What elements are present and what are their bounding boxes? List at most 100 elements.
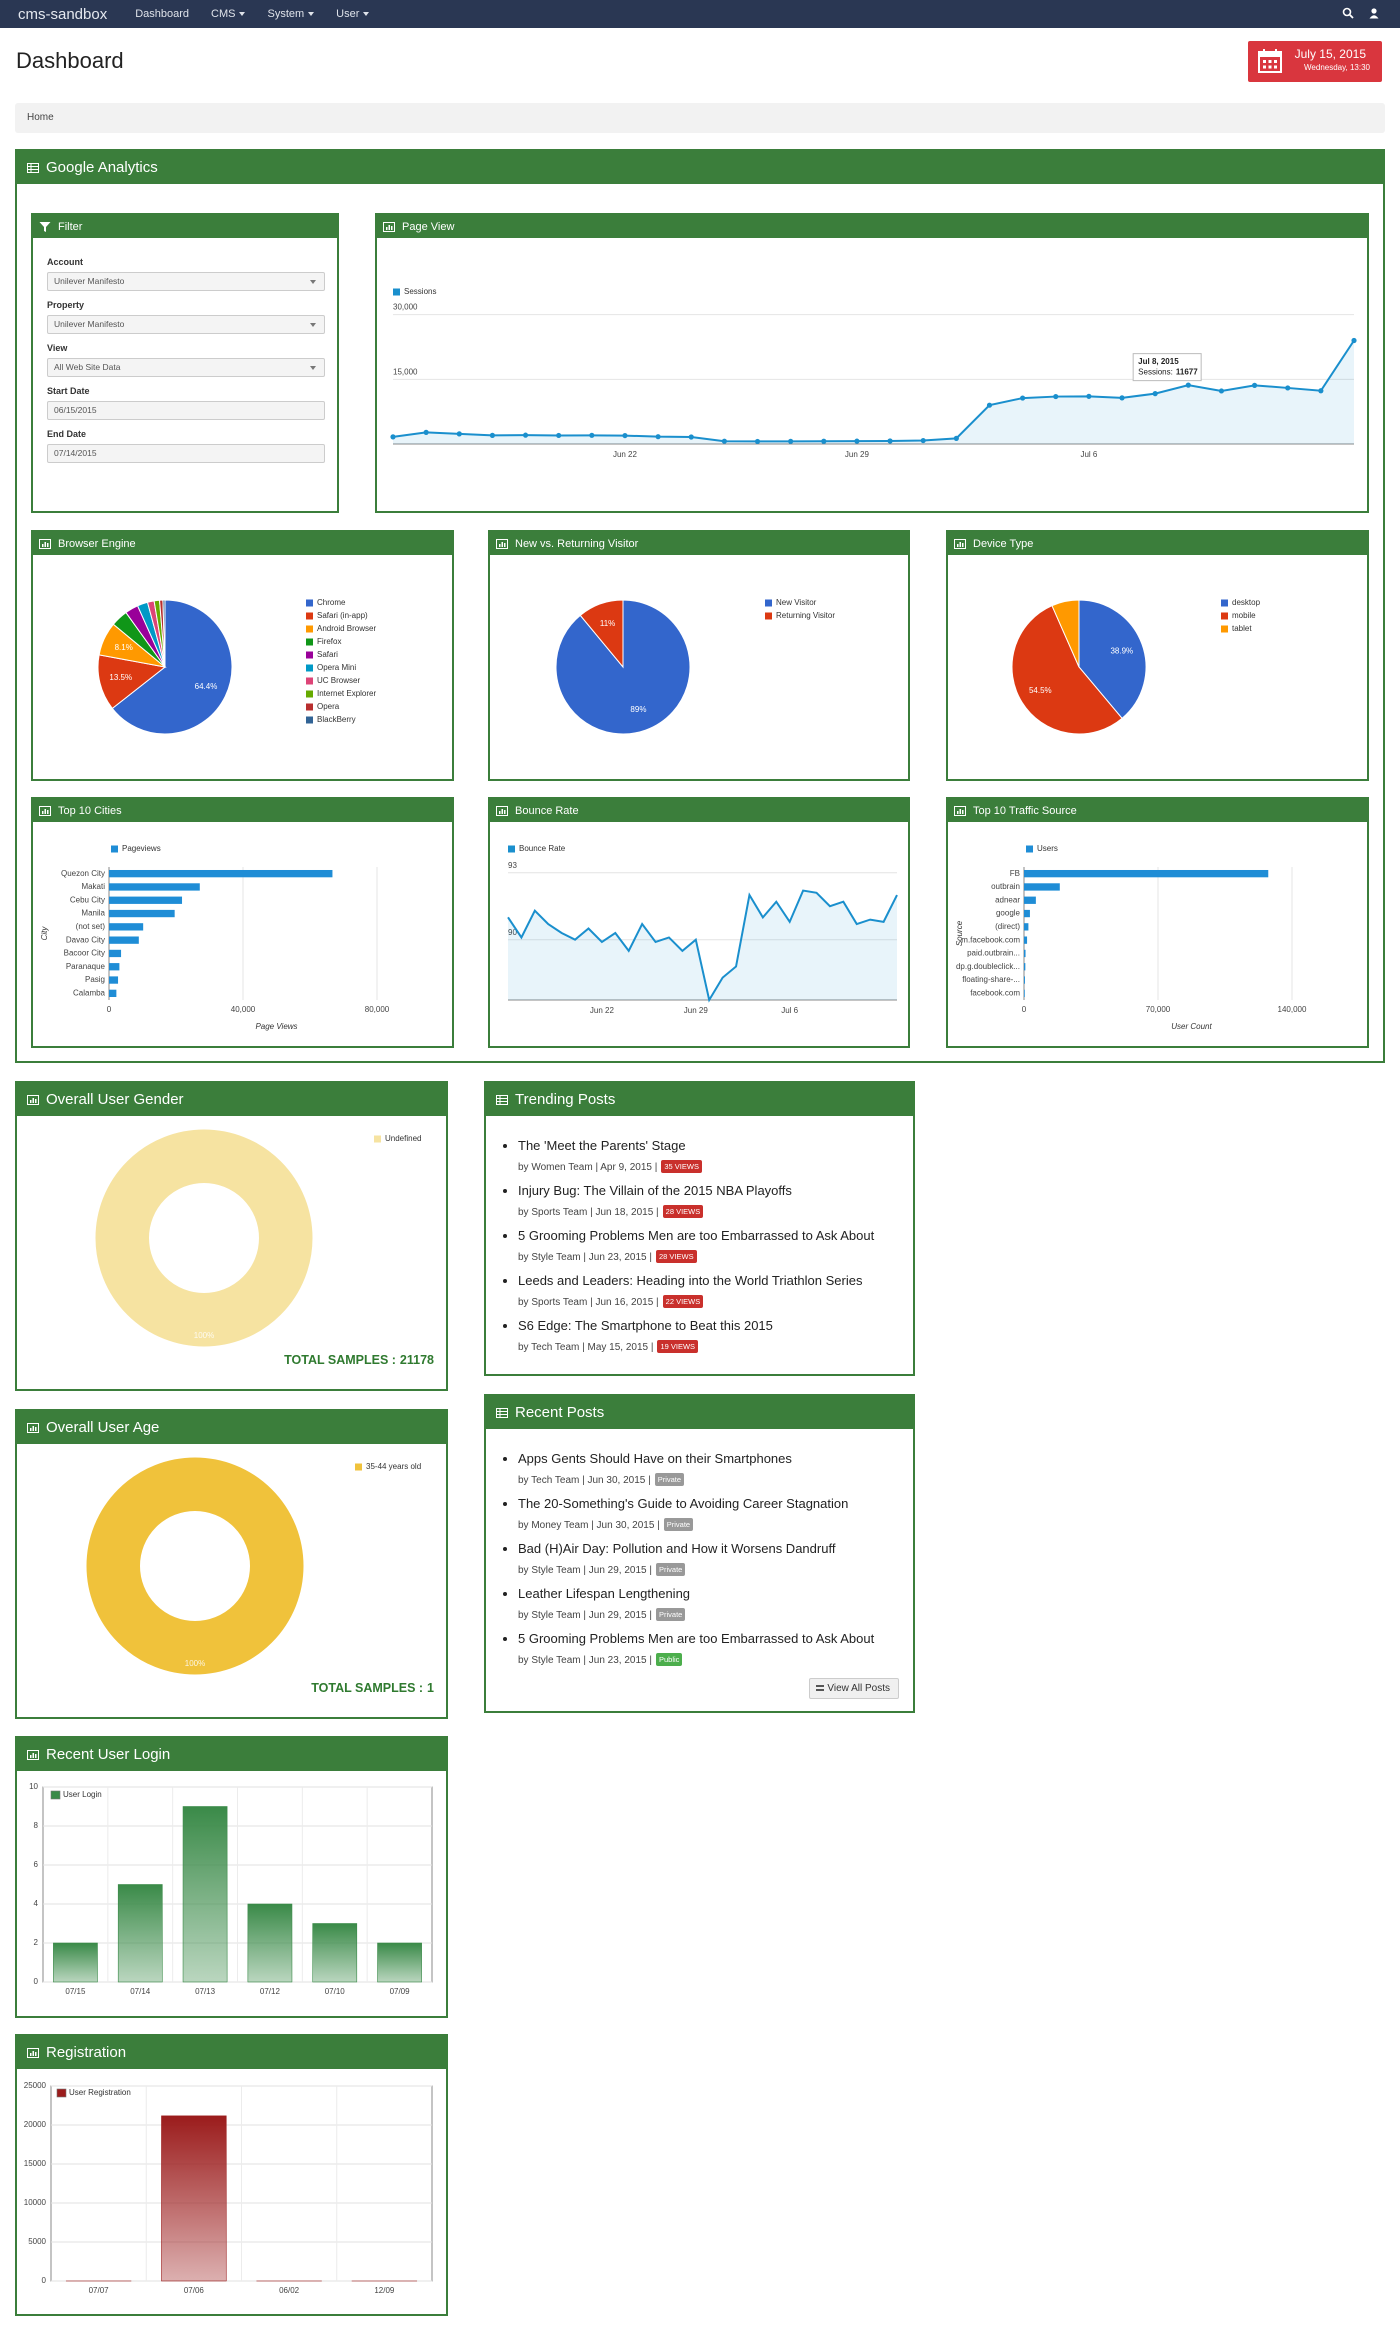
- select-box[interactable]: All Web Site Data: [47, 358, 325, 377]
- post-meta: by Tech Team | May 15, 2015 | 19 VIEWS: [518, 1340, 913, 1353]
- icon-bars: [42, 541, 49, 547]
- slice-label: 38.9%: [1110, 647, 1133, 656]
- view-all-button[interactable]: View All Posts: [809, 1678, 899, 1699]
- point: [1152, 391, 1158, 397]
- post-title[interactable]: S6 Edge: The Smartphone to Beat this 201…: [518, 1318, 773, 1333]
- panel-title: Overall User Age: [46, 1419, 160, 1436]
- slice: [85, 1456, 305, 1676]
- select-box[interactable]: Unilever Manifesto: [47, 315, 325, 334]
- post-meta: by Style Team | Jun 29, 2015 | Private: [518, 1563, 913, 1576]
- menu-item[interactable]: System: [267, 8, 314, 20]
- post-title[interactable]: Apps Gents Should Have on their Smartpho…: [518, 1451, 792, 1466]
- legend-label: Firefox: [317, 637, 341, 646]
- legend-label: UC Browser: [317, 676, 360, 685]
- chart: 0 40,000 80,000 Quezon City Makati Cebu City M…: [40, 844, 390, 1031]
- breadcrumb: Home: [15, 103, 1385, 133]
- menu-item[interactable]: User: [336, 8, 369, 20]
- menu-item[interactable]: Dashboard: [135, 8, 190, 20]
- icon-frame: [27, 1422, 39, 1433]
- brand[interactable]: cms-sandbox: [18, 5, 108, 23]
- post-title[interactable]: Injury Bug: The Villain of the 2015 NBA …: [518, 1183, 792, 1198]
- field-label: View: [47, 343, 68, 353]
- icon-bars: [957, 808, 964, 814]
- post-item: The 'Meet the Parents' Stage by Women Tea…: [518, 1138, 913, 1173]
- post-title[interactable]: The 'Meet the Parents' Stage: [518, 1138, 686, 1153]
- x-tick-label: Jun 29: [845, 450, 870, 459]
- legend-label: Opera: [317, 702, 340, 711]
- x-tick-label: Jun 22: [613, 450, 638, 459]
- icon-frame: [27, 2047, 39, 2058]
- point: [920, 437, 926, 444]
- panel-title: Registration: [46, 2044, 127, 2061]
- legend-label: Chrome: [317, 598, 346, 607]
- bar: [1024, 909, 1030, 918]
- x-tick-label: 40,000: [231, 1005, 256, 1014]
- post-title[interactable]: Leather Lifespan Lengthening: [518, 1586, 691, 1601]
- post-byline: by Women Team | Apr 9, 2015 |: [518, 1162, 658, 1173]
- legend-label: Pageviews: [122, 844, 161, 853]
- field-value: 06/15/2015: [54, 405, 97, 415]
- panel: Overall User Gender 100% Undefined TOTAL SA…: [15, 1081, 448, 1391]
- legend-label: User Login: [63, 1790, 102, 1799]
- breadcrumb-item[interactable]: Home: [27, 112, 54, 123]
- total-samples: TOTAL SAMPLES : 1: [311, 1681, 434, 1695]
- point: [887, 438, 893, 444]
- slice-label: 64.4%: [195, 682, 218, 691]
- panel-title: Page View: [402, 220, 455, 233]
- post-title[interactable]: 5 Grooming Problems Men are too Embarras…: [518, 1631, 875, 1646]
- slice-label: 100%: [194, 1331, 214, 1340]
- panel-body: Account Unilever Manifesto Property Unileve…: [33, 238, 337, 473]
- panel-icon: [39, 221, 51, 232]
- legend-swatch: [765, 612, 772, 620]
- x-tick-label: 07/12: [260, 1987, 281, 1996]
- field-value: Unilever Manifesto: [54, 276, 125, 286]
- bar: [161, 2115, 227, 2282]
- icon-frame: [27, 1094, 39, 1105]
- panel-icon: [27, 1422, 39, 1433]
- slice: [1011, 605, 1123, 735]
- slice-label: 11%: [600, 619, 615, 628]
- panel-icon: [954, 538, 966, 549]
- input-box[interactable]: 06/15/2015: [47, 401, 325, 420]
- legend-swatch: [355, 1463, 362, 1471]
- panel-heading: New vs. Returning Visitor: [490, 532, 908, 555]
- panel: Recent Posts Apps Gents Should Have on th…: [484, 1394, 915, 1713]
- menu-item[interactable]: CMS: [211, 8, 245, 20]
- point: [1020, 395, 1026, 401]
- post-title[interactable]: The 20-Something's Guide to Avoiding Car…: [518, 1496, 849, 1511]
- y-tick-label: Makati: [81, 882, 105, 891]
- icon-frame: [496, 805, 508, 816]
- point: [1285, 385, 1291, 391]
- select-box[interactable]: Unilever Manifesto: [47, 272, 325, 291]
- point: [423, 429, 429, 435]
- x-tick-label: 06/02: [279, 2286, 300, 2295]
- post-title[interactable]: Bad (H)Air Day: Pollution and How it Wor…: [518, 1541, 836, 1556]
- y-tick-label: (direct): [995, 922, 1020, 931]
- post-byline: by Money Team | Jun 30, 2015 |: [518, 1520, 660, 1531]
- post-item: Injury Bug: The Villain of the 2015 NBA …: [518, 1183, 913, 1218]
- post-title[interactable]: 5 Grooming Problems Men are too Embarras…: [518, 1228, 875, 1243]
- field-label: Start Date: [47, 386, 90, 396]
- y-tick-label: google: [996, 909, 1021, 918]
- legend-swatch: [306, 651, 313, 659]
- post-list: The 'Meet the Parents' Stage by Women Tea…: [486, 1116, 913, 1353]
- post-item: Bad (H)Air Day: Pollution and How it Wor…: [518, 1541, 913, 1576]
- post-title[interactable]: Leeds and Leaders: Heading into the Worl…: [518, 1273, 863, 1288]
- search-icon[interactable]: [1342, 7, 1354, 19]
- post-byline: by Style Team | Jun 23, 2015 |: [518, 1252, 652, 1263]
- input-box[interactable]: 07/14/2015: [47, 444, 325, 463]
- post-badge: Public: [655, 1653, 683, 1666]
- panel-heading: Recent Posts: [486, 1396, 913, 1429]
- point: [622, 432, 628, 439]
- x-tick-label: Jun 22: [590, 1006, 615, 1015]
- point: [788, 438, 794, 444]
- icon-frame: [954, 538, 966, 549]
- x-tick-label: Jul 6: [1080, 450, 1097, 459]
- legend-swatch: [374, 1135, 381, 1143]
- panel-heading: Registration: [17, 2036, 446, 2069]
- slice: [162, 599, 166, 668]
- user-icon[interactable]: [1368, 7, 1380, 19]
- icon-lines: [27, 163, 39, 172]
- bar: [109, 883, 200, 891]
- x-tick-label: 07/07: [89, 2286, 110, 2295]
